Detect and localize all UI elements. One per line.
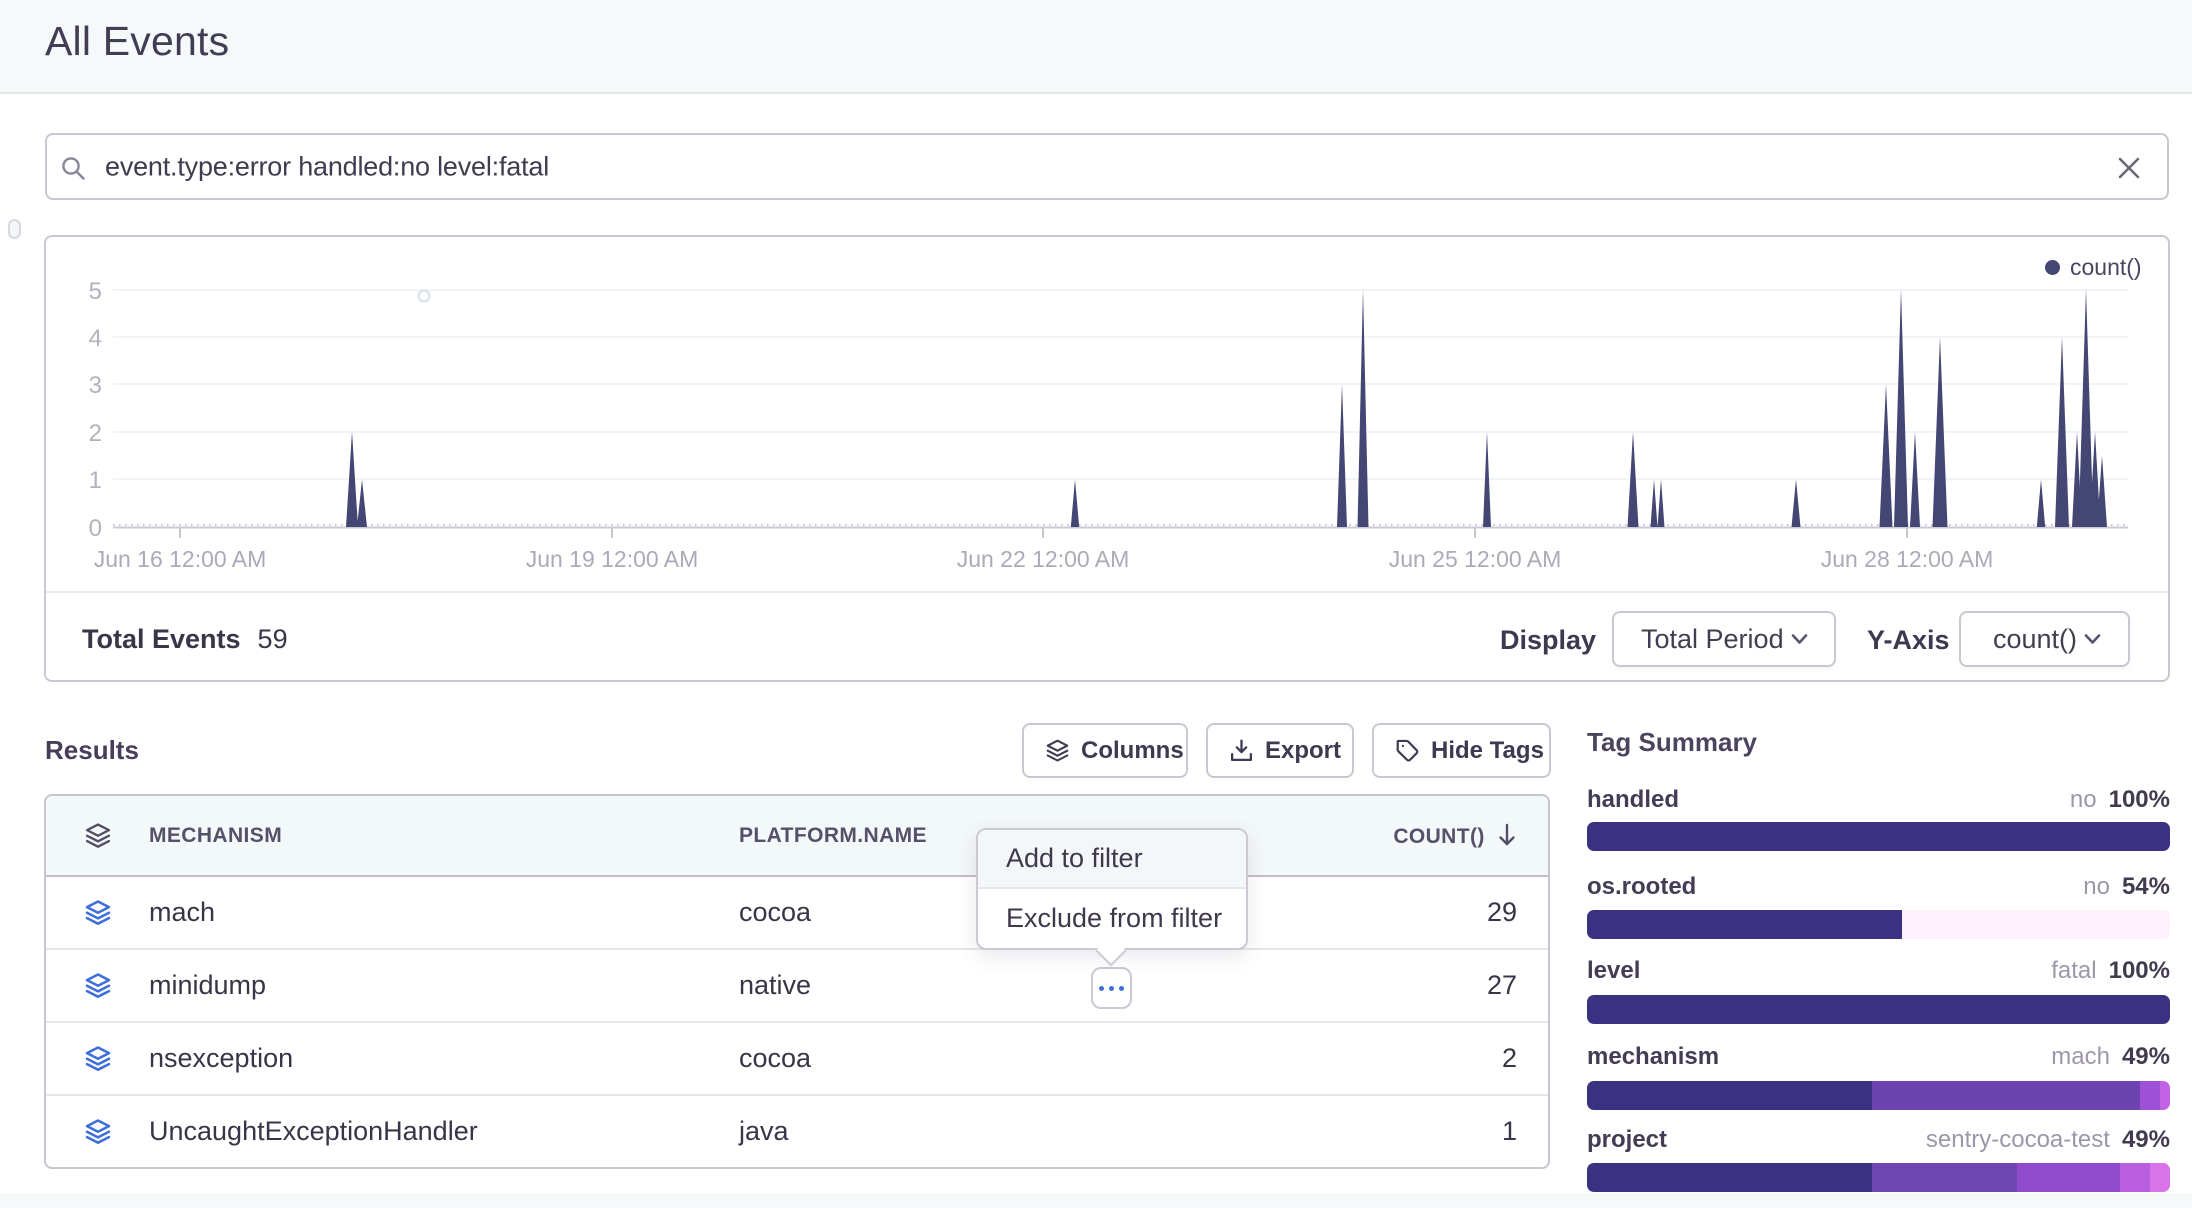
svg-text:Jun 16 12:00 AM: Jun 16 12:00 AM bbox=[94, 546, 267, 572]
svg-text:Jun 19 12:00 AM: Jun 19 12:00 AM bbox=[526, 546, 699, 572]
svg-text:2: 2 bbox=[89, 420, 102, 447]
svg-text:0: 0 bbox=[89, 515, 102, 542]
svg-text:Jun 22 12:00 AM: Jun 22 12:00 AM bbox=[957, 546, 1130, 572]
svg-text:1: 1 bbox=[89, 467, 102, 494]
svg-text:Jun 25 12:00 AM: Jun 25 12:00 AM bbox=[1389, 546, 1562, 572]
svg-text:4: 4 bbox=[89, 325, 102, 352]
svg-text:3: 3 bbox=[89, 372, 102, 399]
svg-text:5: 5 bbox=[89, 278, 102, 305]
svg-text:Jun 28 12:00 AM: Jun 28 12:00 AM bbox=[1821, 546, 1994, 572]
